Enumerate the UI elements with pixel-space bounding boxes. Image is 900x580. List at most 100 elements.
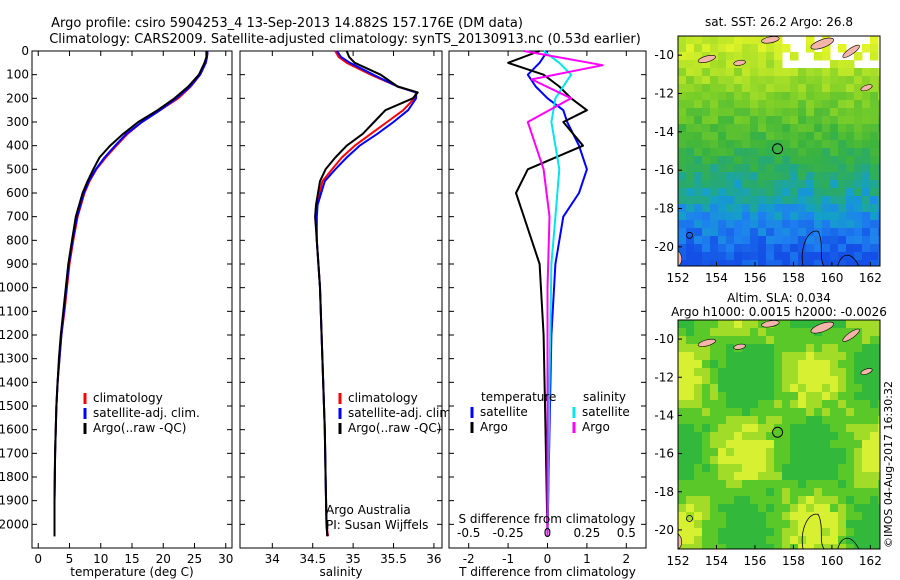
sst_map-cell	[798, 196, 807, 205]
sst_map-cell	[726, 244, 735, 253]
sst_map-cell	[750, 252, 759, 261]
sst_map-cell	[870, 220, 879, 229]
sst_map-cell	[734, 172, 743, 181]
sst_map-cell	[822, 124, 831, 133]
difference-xtick-label: -2	[463, 552, 475, 566]
sst_map-cell	[838, 132, 847, 141]
sst_map-cell	[814, 188, 823, 197]
sla_map-cell	[878, 448, 881, 457]
sst_map-cell	[766, 140, 775, 149]
sst_map-cell	[838, 236, 847, 245]
sla_map-cell	[702, 512, 711, 521]
sst_map-cell	[814, 164, 823, 173]
sla_map-cell	[694, 544, 703, 550]
diff-legend-title-salinity: salinity	[583, 390, 626, 404]
sst_map-cell	[846, 92, 855, 101]
sst_map-cell	[718, 260, 727, 267]
sst_map-cell	[806, 84, 815, 93]
sst_map-cell	[710, 60, 719, 69]
sst_map-cell	[878, 260, 881, 267]
sla_map-cell	[718, 504, 727, 513]
salinity-legend-label: Argo(..raw -QC)	[348, 421, 441, 435]
sla_map-cell	[718, 528, 727, 537]
sla_map-cell	[814, 416, 823, 425]
sla_map-cell	[782, 360, 791, 369]
sla_map-cell	[862, 528, 871, 537]
sst_map-cell	[790, 156, 799, 165]
temperature-ytick-label: 300	[6, 115, 29, 129]
sla_map-cell	[878, 488, 881, 497]
sla_map-cell	[750, 424, 759, 433]
sst_map-cell	[758, 196, 767, 205]
sst_map-cell	[758, 132, 767, 141]
sla_map-cell	[862, 504, 871, 513]
sst_map-cell	[830, 100, 839, 109]
sst_map-cell	[790, 92, 799, 101]
sla_map-cell	[854, 384, 863, 393]
sst_map-cell	[742, 92, 751, 101]
sla_map-cell	[774, 376, 783, 385]
sla_map-cell	[750, 448, 759, 457]
sst_map-cell	[870, 156, 879, 165]
sst_map-cell	[862, 68, 871, 77]
sla_map-cell	[782, 400, 791, 409]
sst_map-cell	[718, 76, 727, 85]
sla_map-cell	[734, 336, 743, 345]
sla_map-cell	[774, 392, 783, 401]
sla_map-cell	[878, 424, 881, 433]
salinity-xtick-label: 35	[345, 552, 360, 566]
sla_map-cell	[870, 472, 879, 481]
sla_map-cell	[734, 448, 743, 457]
sla_map-cell	[710, 368, 719, 377]
sst_map-cell	[694, 100, 703, 109]
sla_map-island	[761, 320, 780, 328]
salinity-xtick-label: 34	[265, 552, 280, 566]
sst_map-cell	[766, 188, 775, 197]
sla_map-cell	[782, 352, 791, 361]
sst_map-cell	[822, 196, 831, 205]
diff-xtick-top-label: -0.5	[457, 526, 480, 540]
sst_map-cell	[870, 68, 879, 77]
sla_map-cell	[734, 408, 743, 417]
sla_map-cell	[814, 528, 823, 537]
sla_map-cell	[710, 320, 719, 329]
sst_map-cell	[806, 220, 815, 229]
temperature-xtick-label: 20	[156, 552, 171, 566]
sst_map-cell	[718, 212, 727, 221]
sla_map-cell	[798, 528, 807, 537]
sst_map-reef-contour	[837, 254, 860, 267]
sla_map-cell	[846, 456, 855, 465]
sst_map-cell	[838, 148, 847, 157]
sst_map-cell	[798, 68, 807, 77]
sla_map-cell	[774, 440, 783, 449]
sst_map-cell	[742, 140, 751, 149]
sst_map-cell	[734, 180, 743, 189]
sla_map-cell	[726, 432, 735, 441]
sst_map-cell	[774, 84, 783, 93]
sla_map-cell	[822, 448, 831, 457]
sla_map-cell	[870, 432, 879, 441]
sst_map-cell	[726, 84, 735, 93]
sla_map-cell	[790, 432, 799, 441]
sst_map-cell	[854, 140, 863, 149]
sla_map-cell	[814, 368, 823, 377]
sst_map-cell	[678, 124, 687, 133]
sst_map-cell	[710, 188, 719, 197]
sst_map-cell	[718, 52, 727, 61]
salinity-series-argo-raw-qc-	[314, 50, 419, 537]
sst_map-cell	[718, 252, 727, 261]
sst_map-cell	[694, 212, 703, 221]
sla_map-cell	[782, 368, 791, 377]
sst_map-cell	[734, 252, 743, 261]
salinity-legend-label: satellite-adj. clim.	[348, 406, 455, 420]
sst_map-cell	[742, 52, 751, 61]
sst_map-cell	[694, 108, 703, 117]
sla_map-cell	[758, 360, 767, 369]
sst_map-cell	[782, 84, 791, 93]
sst_map-cell	[710, 148, 719, 157]
sst_map-cell	[758, 124, 767, 133]
sst_map-cell	[686, 172, 695, 181]
sst_map-cell	[694, 36, 703, 45]
sst_map-cell	[806, 44, 815, 53]
sla_map-cell	[686, 400, 695, 409]
